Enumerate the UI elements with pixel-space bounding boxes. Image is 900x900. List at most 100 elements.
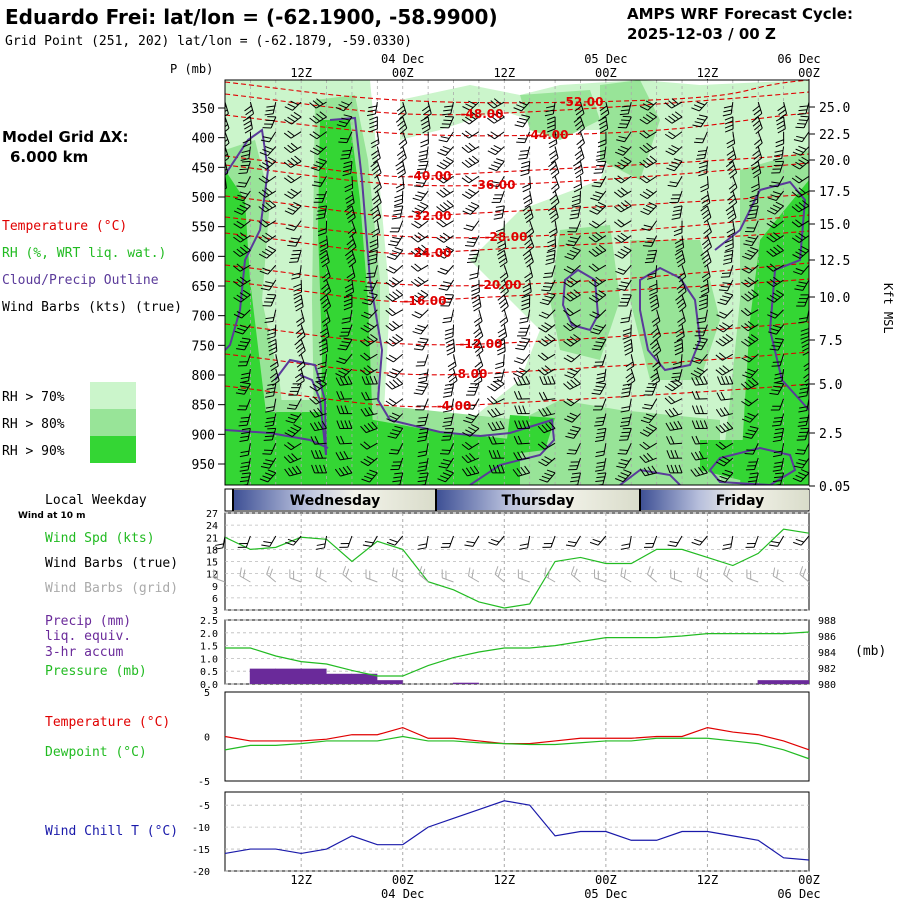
barb-flag: [719, 475, 728, 480]
upper-wind-barb: [740, 377, 759, 390]
barb-shaft: [732, 220, 736, 233]
upper-wind-barb: [514, 114, 531, 128]
barb-flag: [315, 144, 324, 150]
barb-flag: [366, 365, 375, 372]
surface-grid-wind-barb: [468, 567, 480, 583]
barb-flag: [648, 383, 657, 385]
upper-wind-barb: [642, 235, 658, 247]
upper-wind-barb: [471, 280, 480, 296]
barb-flag: [754, 124, 762, 131]
barb-flag: [694, 141, 703, 144]
barb-flag: [496, 450, 501, 459]
upper-wind-barb: [335, 367, 353, 378]
barb-shaft: [569, 309, 581, 317]
barb-flag: [412, 197, 422, 202]
barb-flag: [419, 382, 429, 385]
barb-flag: [338, 370, 347, 375]
barb-shaft: [800, 264, 809, 275]
upper-wind-barb: [513, 353, 531, 365]
barb-flag: [769, 392, 779, 395]
barb-flag: [241, 382, 251, 385]
barb-flag: [722, 547, 731, 550]
barb-flag: [769, 234, 778, 241]
barb-shaft: [367, 324, 378, 333]
barb-flag: [463, 227, 473, 231]
barb-shaft: [702, 131, 708, 143]
barb-shaft: [544, 353, 556, 361]
isotherm-line: [225, 262, 809, 287]
barb-flag: [799, 391, 808, 394]
barb-flag: [309, 422, 316, 431]
barb-shaft: [265, 175, 277, 184]
barb-flag: [625, 372, 633, 379]
barb-flag: [779, 113, 787, 119]
barb-flag: [348, 420, 353, 429]
upper-wind-barb: [361, 375, 378, 385]
barb-flag: [519, 117, 528, 121]
barb-flag: [493, 161, 502, 165]
barb-flag: [694, 538, 703, 543]
upper-wind-barb: [474, 354, 484, 372]
barb-flag: [465, 224, 475, 228]
barb-flag: [537, 340, 546, 347]
barb-flag: [287, 116, 296, 123]
barb-flag: [368, 253, 378, 258]
barb-flag: [798, 395, 807, 398]
barb-flag: [679, 305, 687, 313]
barb-flag: [385, 295, 393, 302]
wind-tick-label: 21: [206, 533, 218, 544]
barb-flag: [642, 441, 651, 448]
wind-tick-label: 24: [206, 521, 218, 532]
upper-wind-barb: [309, 407, 327, 418]
barb-flag: [518, 405, 523, 414]
barb-flag: [666, 464, 671, 474]
barb-shaft: [722, 368, 734, 376]
barb-flag: [639, 468, 646, 477]
barb-shaft: [798, 190, 809, 198]
barb-flag: [317, 365, 326, 370]
upper-wind-barb: [644, 249, 658, 264]
barb-flag: [414, 248, 422, 255]
barb-flag: [474, 331, 482, 338]
barb-flag: [467, 390, 477, 392]
barb-flag: [795, 219, 803, 226]
barb-flag: [522, 287, 531, 293]
barb-flag: [595, 454, 604, 458]
upper-wind-barb: [386, 412, 404, 423]
barb-flag: [240, 380, 249, 384]
barb-flag: [492, 198, 502, 200]
upper-wind-barb: [522, 176, 532, 193]
barb-shaft: [392, 398, 404, 407]
barb-shaft: [452, 324, 455, 337]
barb-flag: [743, 243, 752, 247]
barb-flag: [669, 541, 679, 544]
barb-flag: [465, 130, 473, 137]
barb-flag: [415, 365, 425, 367]
barb-flag: [623, 156, 632, 162]
upper-wind-barb: [473, 309, 483, 327]
upper-wind-barb: [336, 114, 353, 128]
barb-flag: [563, 295, 571, 302]
top-time-label: 12Z: [697, 66, 719, 80]
upper-wind-barb: [798, 383, 809, 398]
barb-flag: [241, 337, 251, 340]
barb-flag: [563, 325, 571, 332]
upper-wind-barb: [793, 457, 809, 469]
barb-flag: [617, 235, 626, 241]
barb-flag: [313, 164, 322, 168]
barb-flag: [722, 543, 732, 546]
barb-shaft: [425, 443, 429, 456]
pressure-tick-label: 988: [818, 616, 836, 627]
barb-flag: [621, 431, 631, 434]
barb-shaft: [803, 443, 809, 455]
barb-flag: [494, 407, 501, 416]
upper-wind-barb: [385, 398, 404, 407]
barb-flag: [469, 272, 479, 276]
barb-flag: [322, 320, 331, 327]
barb-flag: [620, 159, 629, 165]
upper-wind-barb: [694, 131, 708, 144]
barb-flag: [385, 357, 394, 363]
barb-flag: [438, 288, 448, 291]
barb-flag: [521, 298, 530, 303]
barb-flag: [692, 347, 702, 351]
